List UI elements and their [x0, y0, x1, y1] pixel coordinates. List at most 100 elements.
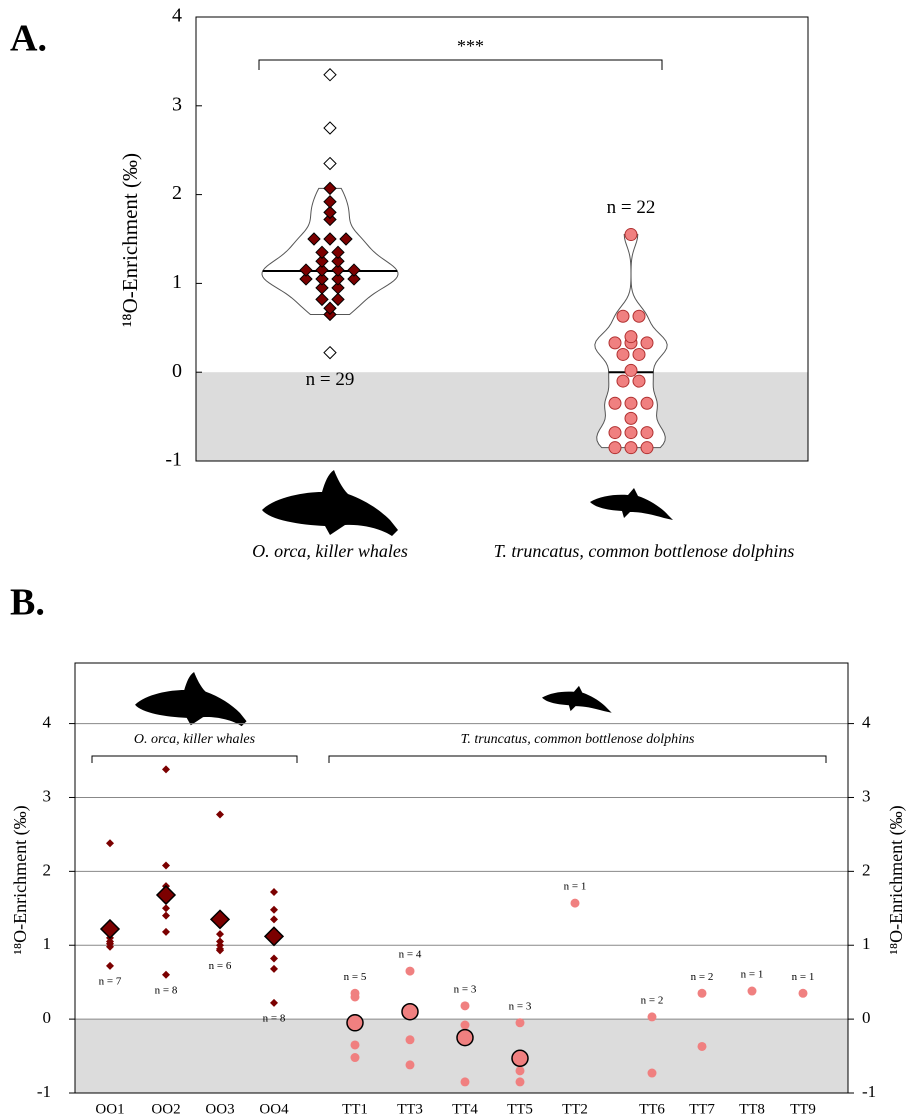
data-point: [315, 245, 329, 260]
n-label: n = 8: [155, 984, 178, 996]
data-point: [270, 905, 278, 914]
data-point: [270, 964, 278, 973]
data-point: [331, 245, 345, 260]
data-point: [216, 930, 224, 939]
data-point: [608, 441, 622, 455]
data-point: [640, 396, 654, 410]
data-point: [323, 205, 337, 220]
data-point: [515, 1018, 525, 1028]
y-tick-label: -1: [37, 1082, 51, 1101]
y-tick-label: 0: [172, 360, 182, 382]
data-point: [315, 254, 329, 268]
y-tick-label: 2: [172, 182, 182, 204]
y-tick-label: 1: [43, 934, 52, 953]
data-point: [270, 888, 278, 897]
orca-silhouette: [262, 470, 398, 536]
data-point: [270, 998, 278, 1007]
data-point: [647, 1068, 657, 1078]
n-label: n = 5: [344, 971, 367, 983]
y2-tick-label: -1: [862, 1082, 876, 1101]
data-point: [299, 263, 313, 277]
data-point: [106, 961, 114, 970]
data-point: [697, 988, 707, 998]
orca-silhouette: [135, 672, 247, 727]
data-point: [456, 1028, 474, 1047]
data-point: [331, 292, 345, 307]
data-point: [511, 1049, 529, 1068]
data-point: [299, 272, 313, 286]
data-point: [515, 1077, 525, 1087]
data-point: [350, 1053, 360, 1063]
y2-tick-label: 0: [862, 1008, 871, 1027]
data-point: [624, 441, 638, 455]
data-point: [624, 228, 638, 242]
n-label: n = 1: [792, 971, 815, 983]
x-tick-label: OO2: [151, 1101, 180, 1117]
data-point: [608, 426, 622, 440]
data-point: [347, 263, 361, 277]
n-label: n = 1: [741, 969, 764, 981]
plot-frame: [195, 16, 809, 462]
data-point: [323, 345, 337, 360]
category-label: T. truncatus, common bottlenose dolphins: [494, 541, 795, 561]
data-point: [515, 1066, 525, 1076]
data-point: [460, 1001, 470, 1011]
y-tick-label: 3: [172, 93, 182, 115]
x-tick-label: OO4: [259, 1101, 289, 1117]
shaded-region: [196, 372, 808, 461]
data-point: [624, 396, 638, 410]
x-tick-label: OO3: [205, 1101, 234, 1117]
x-tick-label: TT9: [790, 1101, 816, 1117]
data-point: [216, 946, 224, 955]
n-label: n = 3: [454, 983, 477, 995]
data-point: [270, 954, 278, 963]
data-point: [331, 272, 345, 286]
y2-tick-label: 4: [862, 712, 871, 731]
panel-label: B.: [10, 582, 45, 624]
data-point: [339, 232, 353, 246]
data-point: [632, 309, 646, 323]
data-point: [616, 374, 630, 388]
dolphin-silhouette: [590, 488, 673, 520]
data-point: [162, 927, 170, 936]
data-point: [347, 272, 361, 286]
data-point: [640, 426, 654, 440]
violin-outline: [261, 187, 399, 315]
dolphin-silhouette: [542, 685, 612, 713]
data-point: [263, 926, 285, 947]
data-point: [405, 1060, 415, 1070]
data-point: [323, 121, 337, 135]
data-point: [640, 336, 654, 350]
group-label: O. orca, killer whales: [134, 732, 256, 747]
plot-frame: [74, 662, 849, 1094]
x-tick-label: TT5: [507, 1101, 533, 1117]
x-tick-label: TT1: [342, 1101, 368, 1117]
data-point: [647, 1012, 657, 1022]
data-point: [405, 966, 415, 976]
data-point: [401, 1002, 419, 1021]
data-point: [162, 970, 170, 979]
data-point: [162, 911, 170, 920]
y-tick-label: 3: [43, 786, 52, 805]
y-tick-label: 2: [43, 860, 52, 879]
significance-bracket: [258, 59, 663, 70]
n-label: n = 4: [399, 949, 422, 961]
data-point: [624, 411, 638, 425]
n-label: n = 3: [509, 1000, 532, 1012]
panel-label: A.: [10, 18, 47, 60]
data-point: [632, 347, 646, 361]
data-point: [570, 898, 580, 908]
data-point: [323, 301, 337, 315]
data-point: [216, 810, 224, 819]
data-point: [162, 861, 170, 870]
n-label: n = 29: [306, 369, 355, 390]
data-point: [747, 986, 757, 996]
y-tick-label: -1: [165, 449, 182, 471]
data-point: [99, 918, 121, 940]
data-point: [155, 884, 177, 906]
data-point: [616, 347, 630, 361]
y-axis-label: ¹⁸O-Enrichment (‰): [10, 805, 31, 954]
category-label: O. orca, killer whales: [252, 541, 408, 561]
n-label: n = 2: [691, 971, 714, 983]
